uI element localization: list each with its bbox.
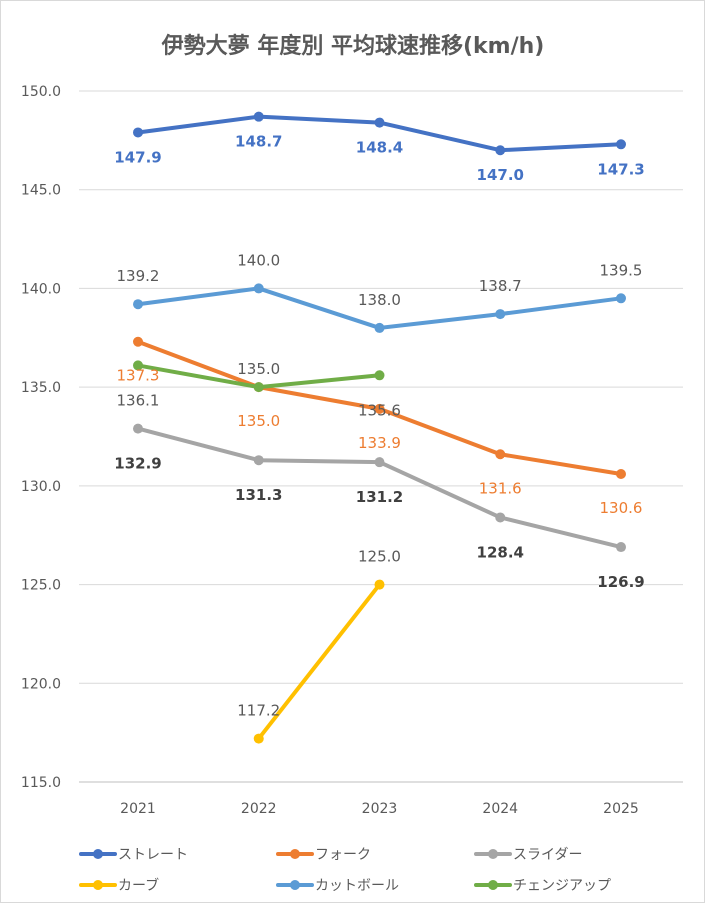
data-label: 147.9	[114, 148, 161, 166]
data-label: 147.0	[477, 166, 524, 184]
y-tick-label: 125.0	[21, 578, 61, 594]
data-label: 132.9	[114, 455, 161, 473]
x-tick-label: 2024	[482, 801, 518, 817]
y-tick-label: 145.0	[21, 183, 61, 199]
data-label: 126.9	[597, 573, 644, 591]
data-label: 131.6	[479, 479, 522, 497]
data-label: 128.4	[477, 543, 524, 561]
data-label: 136.1	[117, 391, 160, 409]
data-point	[495, 449, 506, 460]
legend-item: カーブ	[79, 877, 159, 894]
series-5	[133, 283, 626, 333]
data-label: 135.6	[358, 401, 401, 419]
data-point	[133, 336, 143, 347]
y-tick-label: 120.0	[21, 676, 61, 692]
y-tick-label: 130.0	[21, 479, 61, 495]
data-point	[374, 579, 385, 590]
legend-item: カットボール	[276, 878, 399, 894]
legend-marker	[488, 880, 498, 890]
data-label: 117.2	[237, 702, 280, 720]
legend-label: カットボール	[315, 878, 399, 894]
data-point	[374, 403, 385, 414]
legend-item: フォーク	[276, 847, 371, 863]
data-point	[374, 117, 385, 128]
data-label: 135.0	[237, 360, 280, 378]
legend-item: ストレート	[79, 847, 188, 863]
data-point	[133, 299, 143, 310]
data-point	[495, 145, 506, 156]
data-point	[616, 139, 626, 150]
data-label: 139.2	[117, 267, 160, 285]
y-tick-label: 115.0	[21, 775, 61, 791]
data-label: 140.0	[237, 251, 280, 269]
data-label: 148.7	[235, 133, 282, 151]
data-point	[133, 360, 143, 371]
data-label: 133.9	[358, 434, 401, 452]
data-label: 138.0	[358, 291, 401, 309]
data-label: 135.0	[237, 412, 280, 430]
series-line	[257, 583, 382, 740]
series-1	[133, 111, 626, 156]
data-point	[133, 423, 143, 434]
data-label: 138.7	[479, 277, 522, 295]
legend-marker	[290, 849, 300, 859]
series-4	[253, 579, 385, 744]
data-point	[253, 733, 264, 744]
legend-marker	[290, 880, 300, 890]
legend-label: フォーク	[315, 847, 371, 863]
y-tick-label: 140.0	[21, 281, 61, 297]
data-label: 139.5	[600, 261, 643, 279]
data-point	[616, 293, 626, 304]
data-point	[374, 322, 385, 333]
x-tick-label: 2023	[362, 801, 398, 817]
series-6	[133, 360, 385, 393]
x-tick-label: 2022	[241, 801, 277, 817]
data-label: 148.4	[356, 139, 403, 157]
legend-item: スライダー	[474, 847, 582, 863]
data-point	[133, 127, 143, 138]
legend-label: ストレート	[118, 847, 188, 863]
legend-marker	[488, 849, 498, 859]
data-label: 131.2	[356, 488, 403, 506]
legend-marker	[93, 849, 103, 859]
data-label: 131.3	[235, 486, 282, 504]
y-tick-label: 150.0	[21, 84, 61, 100]
data-point	[495, 512, 506, 523]
chart-title: 伊勢大夢 年度別 平均球速推移(km/h)	[161, 33, 545, 59]
data-label: 125.0	[358, 548, 401, 566]
y-tick-label: 135.0	[21, 380, 61, 396]
legend-label: スライダー	[513, 847, 582, 863]
data-label: 147.3	[597, 160, 644, 178]
legend-label: カーブ	[118, 877, 159, 894]
data-point	[253, 455, 264, 466]
data-point	[616, 469, 626, 480]
data-point	[253, 283, 264, 294]
data-label: 130.6	[600, 499, 643, 517]
legend-marker	[93, 880, 103, 890]
data-point	[495, 309, 506, 320]
x-tick-label: 2025	[603, 801, 639, 817]
x-tick-label: 2021	[120, 801, 156, 817]
legend-label: チェンジアップ	[513, 878, 611, 894]
data-point	[616, 542, 626, 553]
series-3	[133, 423, 626, 553]
data-point	[374, 370, 385, 381]
data-label: 137.3	[117, 367, 160, 385]
data-point	[253, 382, 264, 393]
data-point	[374, 457, 385, 468]
legend-item: チェンジアップ	[474, 878, 611, 894]
data-point	[253, 111, 264, 122]
